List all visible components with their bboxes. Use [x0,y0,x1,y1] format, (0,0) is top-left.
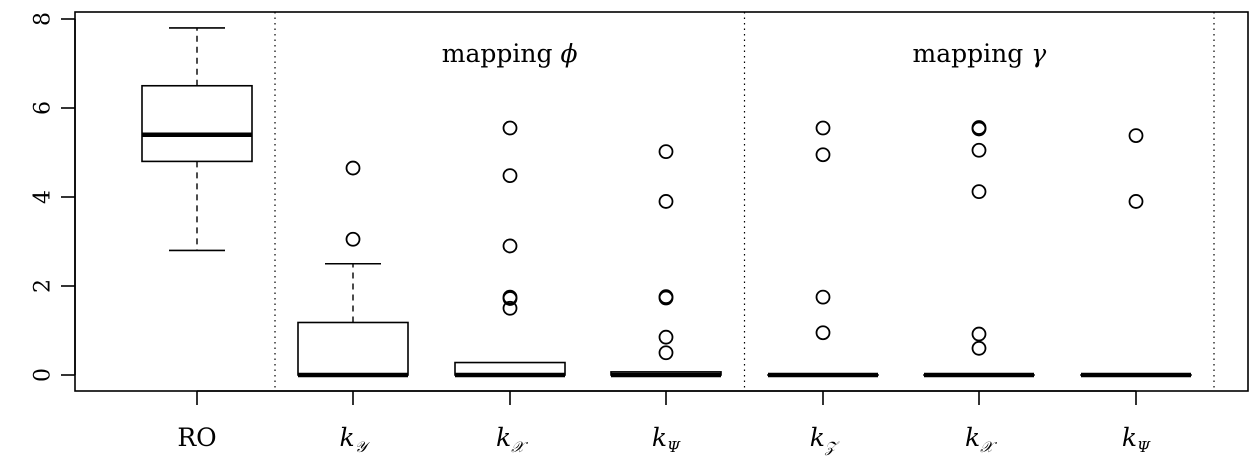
x-tick-label-main: k [652,423,667,452]
x-tick-label-subscript: 𝒴 [355,438,371,456]
outlier-point [658,345,674,361]
x-tick-label-subscript: 𝒳 [980,438,997,456]
x-tick-label-subscript: Ψ [667,438,681,456]
outlier-point [502,289,518,305]
mapping-annotation-text: mapping [442,39,561,68]
x-tick-label: k𝒳 [965,423,997,456]
box-group [767,120,879,378]
outlier-point [971,142,987,158]
x-tick-label: k𝒴 [340,423,371,456]
mapping-annotation-symbol: ϕ [560,39,577,68]
outlier-point [658,289,674,305]
outlier-point [815,147,831,163]
box-layer [141,27,1192,378]
outlier-point [971,120,987,135]
plot-frame [74,11,1249,392]
x-tick-label: k𝒵 [810,423,840,456]
x-tick-label-subscript: Ψ [1137,438,1151,456]
outlier-point [502,120,518,136]
outlier-point [971,340,987,356]
outlier-point [502,168,518,184]
outlier-point [1128,194,1144,209]
box-group [141,27,253,252]
mapping-annotation: mapping γ [913,39,1047,68]
x-tick-label-main: k [340,423,355,452]
outlier-point [502,300,518,316]
y-tick-label: 2 [31,279,56,293]
outlier-point [502,238,518,254]
x-tick-label-subscript: 𝒳 [511,438,528,456]
mapping-annotation-symbol: γ [1031,39,1046,68]
mapping-annotation: mapping ϕ [442,39,578,68]
box-group [297,160,409,378]
y-tick-label: 4 [31,190,56,204]
y-tick-label: 8 [31,12,56,26]
outlier-point [971,184,987,200]
box-iqr [297,321,409,376]
outlier-point [815,289,831,305]
mapping-annotation-text: mapping [913,39,1032,68]
x-tick-label: RO [177,423,216,452]
x-tick-label-subscript: 𝒵 [824,438,840,456]
outlier-point [345,231,361,247]
outlier-point [815,120,831,136]
y-tick-label: 0 [31,368,56,382]
x-tick-label-main: k [1122,423,1137,452]
outlier-point [1128,128,1144,143]
outlier-point [658,329,674,345]
outlier-point [658,194,674,209]
outlier-point [971,326,987,342]
outlier-point [658,144,674,160]
outlier-point [345,160,361,176]
annotation-layer: mapping ϕ mapping γ [442,39,1046,68]
x-tick-label-main: k [810,423,825,452]
x-tick-label-main: k [965,423,980,452]
x-tick-label: kΨ [652,423,681,456]
outlier-point [815,325,831,341]
x-tick-label-main: k [496,423,511,452]
box-group [454,120,566,378]
x-tick-label: kΨ [1122,423,1151,456]
box-group [923,120,1035,378]
x-tick-label: k𝒳 [496,423,528,456]
box-group [610,144,722,378]
separator-layer [274,12,1215,391]
y-tick-label: 6 [31,101,56,115]
box-group [1080,128,1192,378]
box-iqr [141,84,253,163]
